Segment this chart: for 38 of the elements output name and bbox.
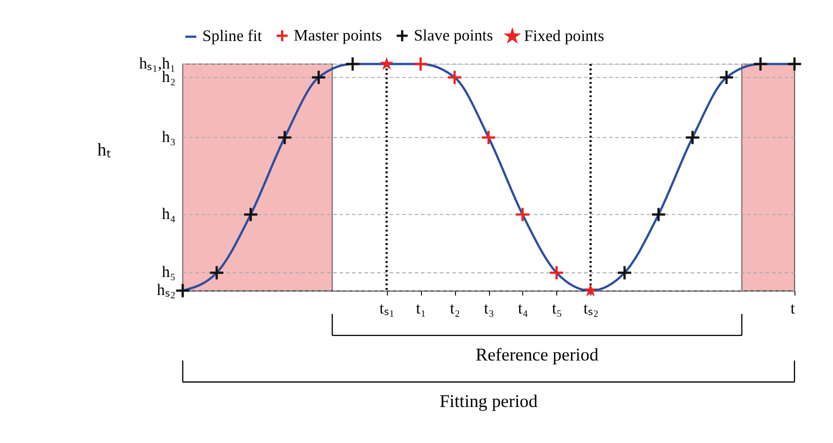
point: [480, 130, 496, 146]
x-tick-label: t₂: [450, 300, 460, 318]
point: [344, 56, 360, 72]
x-tick-label: tₛ₂: [583, 300, 599, 318]
legend-label: Fixed points: [524, 28, 604, 45]
point: [208, 264, 224, 281]
point: [276, 130, 292, 146]
point: [650, 206, 666, 222]
point: [174, 282, 190, 298]
text: Fitting period: [440, 391, 538, 412]
point: [548, 264, 564, 281]
point: [412, 56, 428, 72]
point: [310, 70, 326, 86]
legend-label: Master points: [294, 27, 382, 44]
x-tick-label: t: [790, 300, 796, 318]
point: [242, 206, 258, 222]
point: [752, 56, 768, 72]
ref-line-label: h₅: [162, 264, 176, 282]
point: [616, 264, 632, 281]
x-tick-label: t₃: [484, 300, 494, 318]
legend-label: Slave points: [414, 27, 494, 44]
point: [514, 206, 530, 222]
ref-line-label: hₛ₂: [156, 282, 176, 300]
y-axis-title: hₜ: [97, 140, 110, 160]
point: [684, 130, 700, 146]
point: [786, 56, 802, 72]
x-tick-label: t₁: [416, 300, 426, 318]
x-tick-label: t₅: [552, 300, 562, 318]
x-tick-label: t₄: [518, 300, 528, 318]
text: Reference period: [476, 344, 598, 365]
point: [584, 283, 598, 297]
legend-label: Spline fit: [202, 28, 262, 46]
x-tick-label: tₛ₁: [380, 300, 395, 318]
ref-line-label: h₃: [162, 128, 176, 146]
ref-line-label: h₄: [162, 206, 176, 223]
point: [446, 70, 462, 86]
point: [718, 70, 734, 86]
point: [380, 56, 394, 70]
